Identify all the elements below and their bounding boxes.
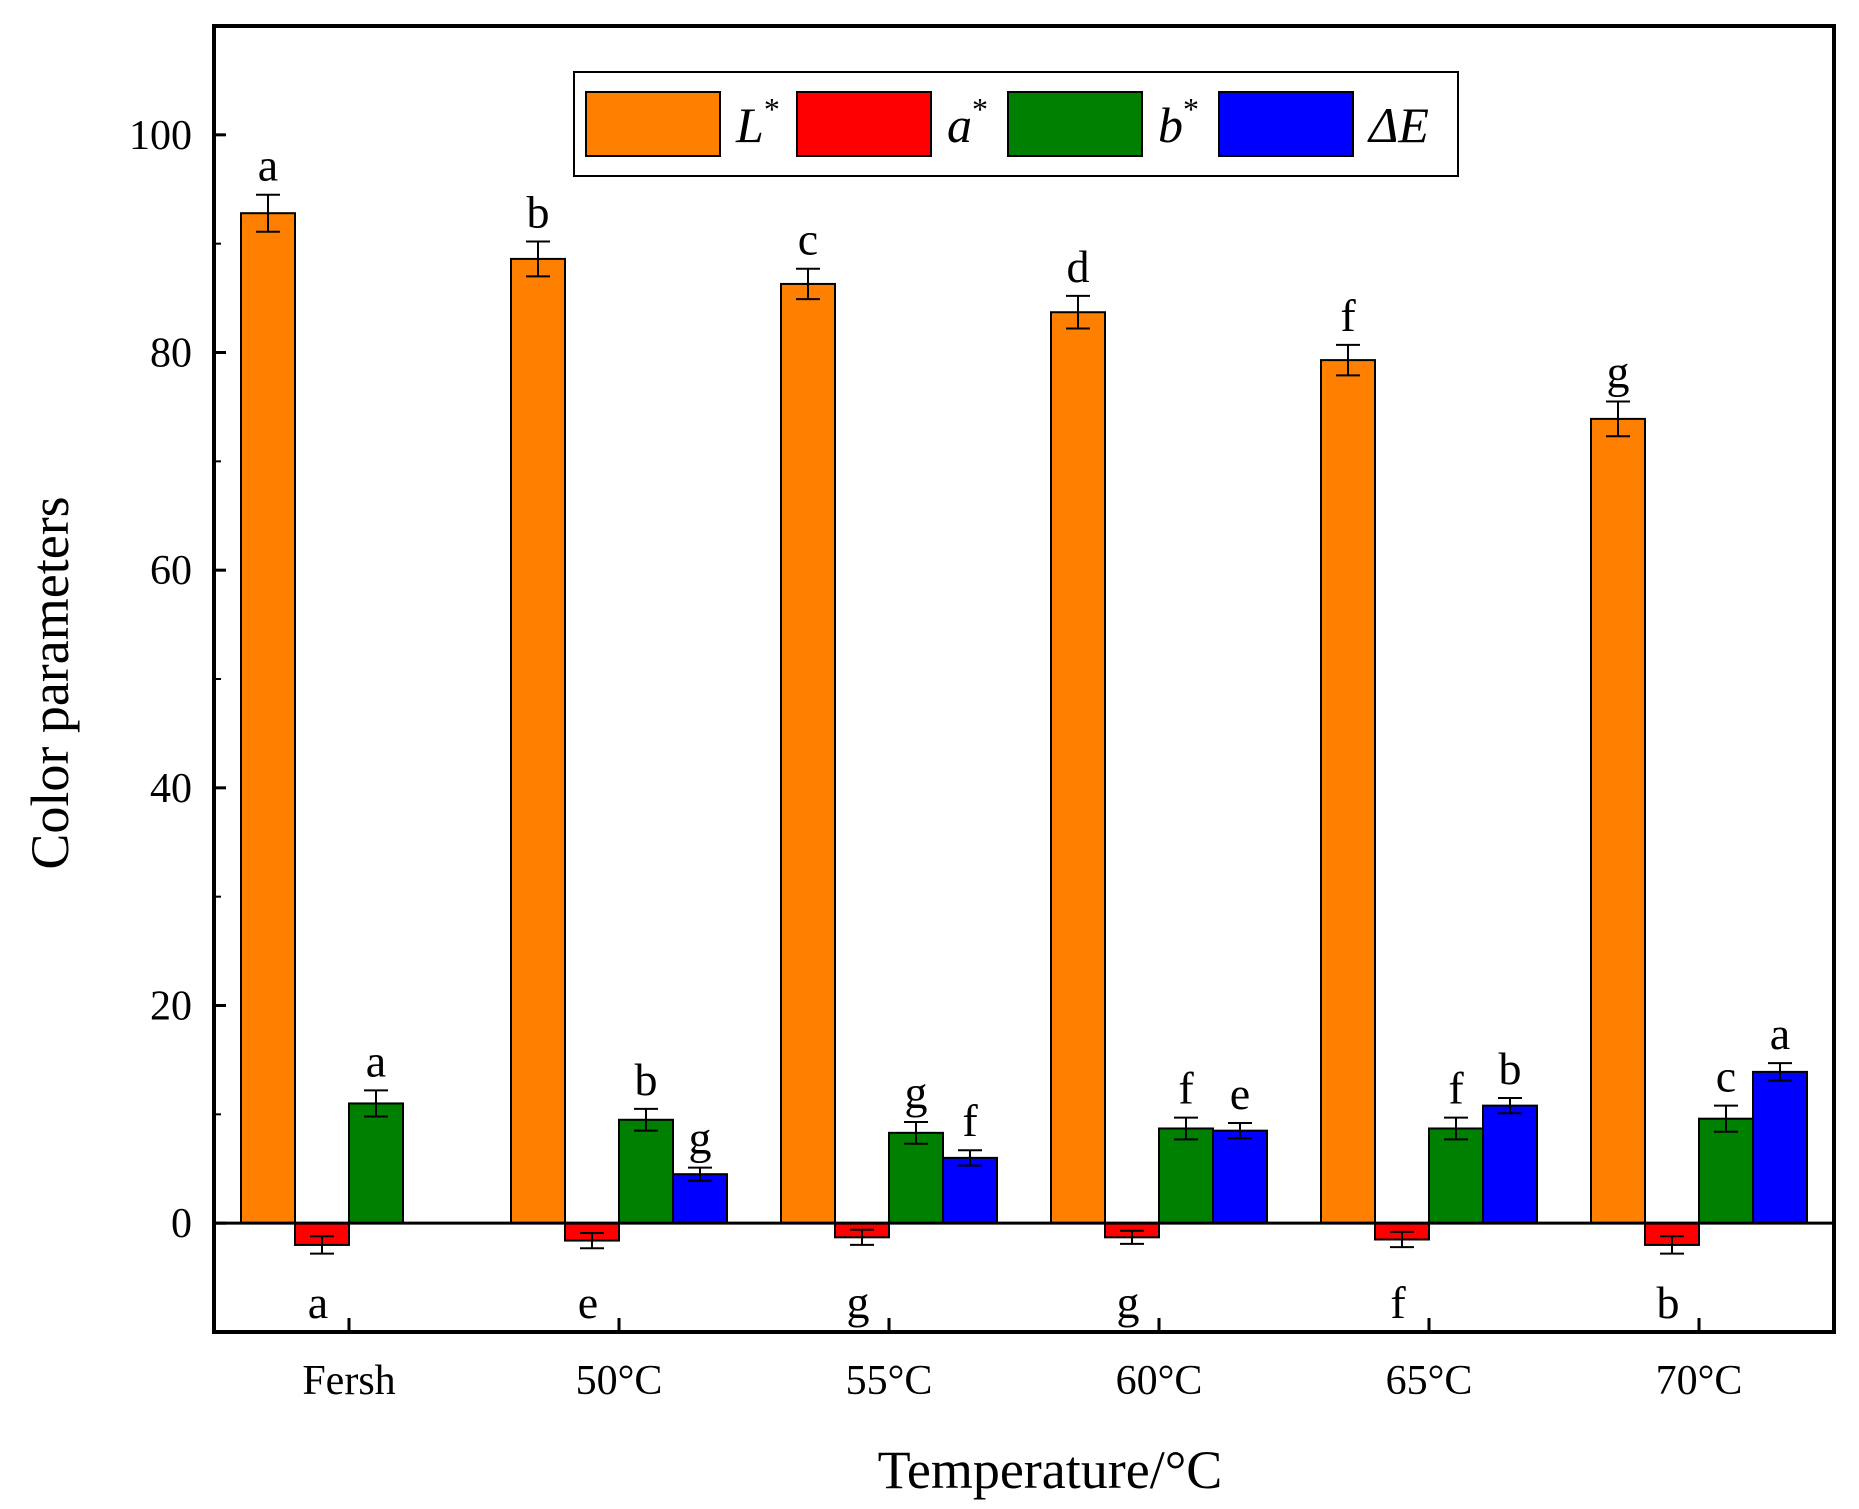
y-tick-label-100: 100 — [129, 113, 192, 159]
bar-bstar-5 — [1428, 1127, 1484, 1225]
bar-deltaE-4 — [1212, 1129, 1268, 1225]
legend: L* a* b* ΔE — [573, 71, 1459, 177]
significance-label-Lstar-5: f — [1340, 290, 1356, 341]
error-bar-astar-4 — [1120, 1229, 1144, 1245]
legend-name: b — [1158, 97, 1183, 153]
significance-label-bstar-6: c — [1716, 1051, 1736, 1102]
bar-Lstar-3 — [780, 282, 836, 1225]
error-bar-bstar-5 — [1444, 1116, 1468, 1141]
bar-Lstar-1 — [240, 212, 296, 1225]
plot-area — [214, 26, 1834, 1332]
legend-label-Lstar: L* — [735, 91, 780, 153]
x-tick-label-4: 60°C — [1116, 1358, 1203, 1404]
y-tick-label-0: 0 — [171, 1201, 192, 1247]
significance-label-deltaE-5: b — [1499, 1043, 1522, 1094]
error-bar-astar-1 — [310, 1235, 334, 1255]
bar-deltaE-6 — [1752, 1070, 1808, 1225]
bar-bstar-4 — [1158, 1127, 1214, 1225]
error-bar-Lstar-6 — [1606, 400, 1630, 438]
bar-deltaE-3 — [942, 1156, 998, 1225]
bar-Lstar-4 — [1050, 311, 1106, 1225]
y-tick-label-20: 20 — [150, 984, 192, 1030]
bar-bstar-6 — [1698, 1117, 1754, 1225]
significance-label-deltaE-3: f — [962, 1095, 978, 1146]
error-bar-bstar-2 — [634, 1107, 658, 1132]
significance-label-Lstar-1: a — [258, 140, 278, 191]
error-bar-bstar-4 — [1174, 1116, 1198, 1141]
error-bar-deltaE-5 — [1498, 1097, 1522, 1115]
x-tick-label-6: 70°C — [1656, 1358, 1743, 1404]
error-bar-deltaE-4 — [1228, 1122, 1252, 1140]
error-bar-deltaE-6 — [1768, 1062, 1792, 1082]
legend-superscript: * — [972, 91, 988, 127]
legend-label-bstar: b* — [1158, 91, 1199, 153]
y-tick-label-40: 40 — [150, 766, 192, 812]
error-bar-Lstar-2 — [526, 240, 550, 278]
bar-Lstar-6 — [1590, 417, 1646, 1225]
significance-label-bstar-5: f — [1448, 1063, 1464, 1114]
significance-label-deltaE-6: a — [1770, 1008, 1790, 1059]
error-bar-astar-5 — [1390, 1230, 1414, 1249]
significance-label-astar-3: g — [847, 1277, 870, 1328]
bar-bstar-2 — [618, 1118, 674, 1225]
significance-label-Lstar-6: g — [1607, 346, 1630, 397]
error-bar-Lstar-3 — [796, 267, 820, 301]
legend-swatch-astar — [796, 91, 932, 157]
significance-label-Lstar-2: b — [527, 186, 550, 237]
error-bar-astar-3 — [850, 1228, 874, 1246]
significance-label-deltaE-2: g — [689, 1113, 712, 1164]
significance-label-bstar-2: b — [635, 1054, 658, 1105]
error-bar-Lstar-1 — [256, 193, 280, 233]
significance-label-bstar-3: g — [905, 1067, 928, 1118]
error-bar-astar-6 — [1660, 1235, 1684, 1255]
significance-label-astar-5: f — [1390, 1277, 1406, 1328]
legend-label-astar: a* — [947, 91, 988, 153]
x-tick-label-3: 55°C — [846, 1358, 933, 1404]
bars-group — [240, 212, 1808, 1246]
error-bar-deltaE-2 — [688, 1166, 712, 1182]
error-bar-Lstar-4 — [1066, 294, 1090, 330]
legend-name: L — [735, 97, 764, 153]
bar-Lstar-2 — [510, 257, 566, 1225]
significance-label-astar-1: a — [308, 1277, 328, 1328]
error-bar-bstar-1 — [364, 1089, 388, 1118]
significance-label-deltaE-4: e — [1230, 1068, 1250, 1119]
significance-label-bstar-1: a — [366, 1035, 386, 1086]
legend-label-deltaE: ΔE — [1367, 97, 1429, 153]
significance-label-Lstar-3: c — [798, 214, 818, 265]
plot-background — [214, 26, 1834, 1332]
error-bars-group — [256, 193, 1792, 1255]
error-bar-bstar-6 — [1714, 1104, 1738, 1133]
y-axis-title: Color parameters — [20, 496, 80, 869]
legend-superscript: * — [764, 91, 780, 127]
error-bar-astar-2 — [580, 1231, 604, 1250]
significance-label-Lstar-4: d — [1067, 241, 1090, 292]
error-bar-bstar-3 — [904, 1120, 928, 1145]
significance-label-astar-6: b — [1657, 1277, 1680, 1328]
legend-superscript: * — [1183, 91, 1199, 127]
legend-swatch-deltaE — [1218, 91, 1354, 157]
y-tick-label-60: 60 — [150, 548, 192, 594]
bar-bstar-3 — [888, 1131, 944, 1225]
x-tick-label-2: 50°C — [576, 1358, 663, 1404]
significance-label-astar-2: e — [578, 1277, 598, 1328]
error-bar-deltaE-3 — [958, 1149, 982, 1167]
y-tick-label-80: 80 — [150, 331, 192, 377]
bar-deltaE-5 — [1482, 1104, 1538, 1225]
bar-Lstar-5 — [1320, 359, 1376, 1225]
x-tick-label-5: 65°C — [1386, 1358, 1473, 1404]
legend-swatch-Lstar — [585, 91, 721, 157]
legend-name: a — [947, 97, 972, 153]
x-axis-title: Temperature/°C — [878, 1440, 1223, 1500]
bar-bstar-1 — [348, 1102, 404, 1225]
significance-label-astar-4: g — [1117, 1277, 1140, 1328]
significance-label-bstar-4: f — [1178, 1063, 1194, 1114]
error-bar-Lstar-5 — [1336, 343, 1360, 377]
axes-group: 0 20 40 60 80 100 Fersh 50°C 55°C 60°C 65°C 70°C — [129, 24, 1836, 1404]
legend-swatch-bstar — [1007, 91, 1143, 157]
x-tick-label-1: Fersh — [302, 1358, 395, 1404]
legend-name: ΔE — [1367, 97, 1429, 153]
